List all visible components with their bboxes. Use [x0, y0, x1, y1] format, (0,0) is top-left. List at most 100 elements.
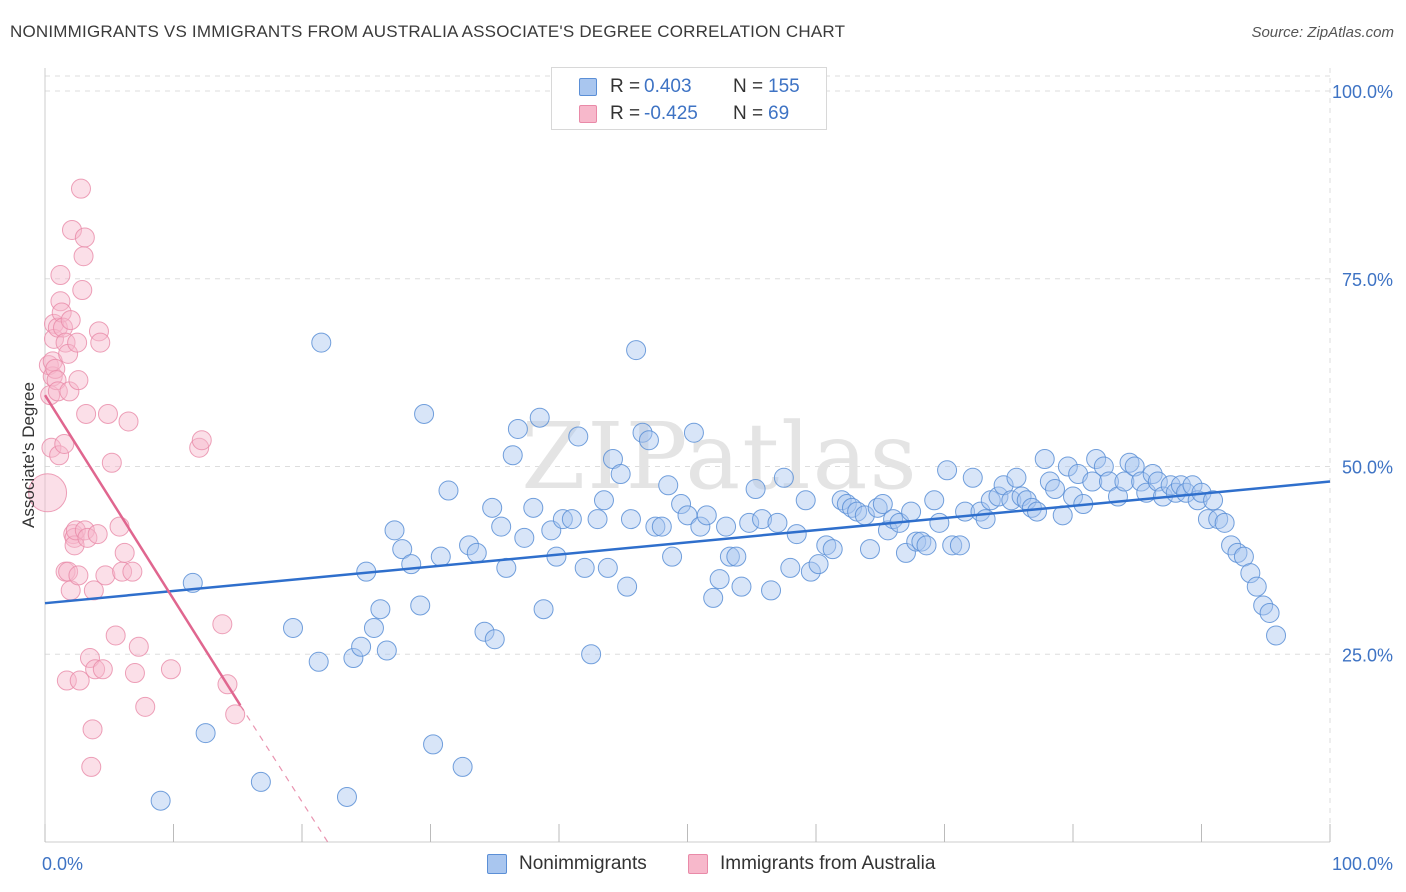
data-point-nonimmigrants [620, 509, 641, 530]
data-point-nonimmigrants [752, 509, 773, 530]
data-point-immigrants [74, 227, 95, 248]
data-point-immigrants [97, 403, 118, 424]
data-point-nonimmigrants [351, 636, 372, 657]
data-point-nonimmigrants [1001, 490, 1022, 511]
data-point-nonimmigrants [719, 546, 740, 567]
data-point-nonimmigrants [507, 418, 528, 439]
data-point-nonimmigrants [414, 403, 435, 424]
data-point-nonimmigrants [529, 407, 550, 428]
data-point-nonimmigrants [962, 467, 983, 488]
data-point-nonimmigrants [195, 723, 216, 744]
data-point-nonimmigrants [283, 617, 304, 638]
legend-swatch-blue [579, 78, 597, 96]
data-point-immigrants [95, 565, 116, 586]
data-point-nonimmigrants [761, 580, 782, 601]
data-point-immigrants [225, 704, 246, 725]
data-point-immigrants [61, 219, 82, 240]
trendline-immigrants-extension [239, 704, 329, 843]
data-point-immigrants [118, 411, 139, 432]
data-point-immigrants [77, 527, 98, 548]
data-point-nonimmigrants [491, 516, 512, 537]
data-point-nonimmigrants [587, 509, 608, 530]
data-point-nonimmigrants [392, 539, 413, 560]
data-point-nonimmigrants [1197, 509, 1218, 530]
data-point-nonimmigrants [1006, 467, 1027, 488]
data-point-nonimmigrants [384, 520, 405, 541]
data-point-nonimmigrants [568, 426, 589, 447]
x-tick-label: 100.0% [1332, 854, 1393, 874]
data-point-nonimmigrants [533, 599, 554, 620]
data-point-nonimmigrants [901, 501, 922, 522]
data-point-nonimmigrants [690, 516, 711, 537]
data-point-immigrants [64, 535, 85, 556]
data-point-immigrants [42, 366, 63, 387]
trendline-immigrants [43, 394, 242, 706]
data-point-immigrants [109, 516, 130, 537]
data-point-nonimmigrants [610, 464, 631, 485]
data-point-immigrants [85, 659, 106, 680]
data-point-immigrants [92, 659, 113, 680]
data-point-nonimmigrants [773, 467, 794, 488]
data-point-nonimmigrants [401, 554, 422, 575]
legend-label: Immigrants from Australia [720, 853, 936, 874]
data-point-nonimmigrants [1045, 479, 1066, 500]
data-point-immigrants [54, 433, 75, 454]
data-point-immigrants [79, 648, 100, 669]
legend-swatch-pink [579, 105, 597, 123]
legend-series: Nonimmigrants Immigrants from Australia [0, 852, 1406, 878]
data-point-nonimmigrants [731, 576, 752, 597]
data-point-immigrants [124, 663, 145, 684]
data-point-nonimmigrants [937, 460, 958, 481]
legend-row-immigrants: R = -0.425 N = 69 [552, 101, 826, 127]
n-value: 155 [768, 76, 800, 97]
data-point-nonimmigrants [683, 422, 704, 443]
data-point-nonimmigrants [1082, 471, 1103, 492]
data-point-nonimmigrants [1214, 512, 1235, 533]
data-point-nonimmigrants [1093, 456, 1114, 477]
data-point-immigrants [70, 178, 91, 199]
data-point-nonimmigrants [502, 445, 523, 466]
data-point-nonimmigrants [363, 617, 384, 638]
data-point-nonimmigrants [597, 557, 618, 578]
data-point-nonimmigrants [452, 756, 473, 777]
data-point-nonimmigrants [552, 509, 573, 530]
data-point-nonimmigrants [1203, 490, 1224, 511]
data-point-nonimmigrants [1259, 602, 1280, 623]
data-point-immigrants [81, 756, 102, 777]
data-point-nonimmigrants [482, 497, 503, 518]
y-tick-label: 25.0% [1342, 645, 1393, 665]
data-point-nonimmigrants [872, 494, 893, 515]
data-point-immigrants [88, 321, 109, 342]
data-point-nonimmigrants [1147, 471, 1168, 492]
data-point-immigrants [49, 445, 70, 466]
data-point-nonimmigrants [430, 546, 451, 567]
data-point-nonimmigrants [877, 520, 898, 541]
immigrants-points [28, 178, 246, 777]
r-value: -0.425 [644, 103, 698, 124]
data-point-nonimmigrants [1086, 449, 1107, 469]
data-point-immigrants [160, 659, 181, 680]
data-point-immigrants [41, 437, 62, 458]
watermark: ZIPatlas [521, 403, 918, 510]
data-point-immigrants [101, 452, 122, 473]
legend-stats: R = 0.403 N = 155 R = -0.425 N = 69 [551, 67, 827, 130]
data-point-nonimmigrants [822, 539, 843, 560]
chart-title: NONIMMIGRANTS VS IMMIGRANTS FROM AUSTRAL… [10, 22, 846, 41]
data-point-nonimmigrants [438, 480, 459, 501]
data-point-nonimmigrants [859, 539, 880, 560]
data-point-immigrants [68, 565, 89, 586]
data-point-nonimmigrants [459, 535, 480, 556]
data-point-nonimmigrants [988, 486, 1009, 507]
data-point-nonimmigrants [739, 512, 760, 533]
data-point-nonimmigrants [1208, 509, 1229, 530]
data-point-nonimmigrants [1131, 471, 1152, 492]
data-point-nonimmigrants [484, 629, 505, 650]
data-point-nonimmigrants [703, 587, 724, 608]
data-point-immigrants [67, 332, 88, 353]
data-point-nonimmigrants [1246, 576, 1267, 597]
data-point-immigrants [189, 437, 210, 458]
data-point-nonimmigrants [780, 557, 801, 578]
data-point-nonimmigrants [1057, 456, 1078, 477]
data-point-immigrants [68, 370, 89, 391]
